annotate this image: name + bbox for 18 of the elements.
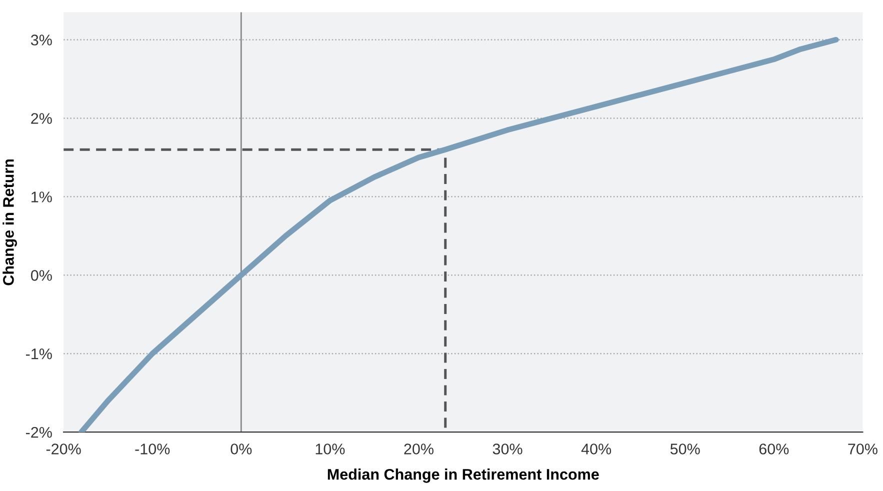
x-tick-label: 10% — [316, 444, 345, 454]
y-tick-label: -1% — [26, 348, 52, 360]
y-tick-label: 2% — [31, 113, 52, 124]
y-tick-label: -2% — [26, 426, 52, 438]
y-axis-title: Change in Return — [2, 159, 17, 286]
x-tick-label: 20% — [404, 444, 434, 454]
x-tick-label: 70% — [848, 444, 878, 454]
x-tick-label: 30% — [492, 444, 522, 454]
x-tick-label: -20% — [46, 444, 81, 454]
x-tick-label: -10% — [135, 444, 170, 454]
y-tick-label: 0% — [30, 270, 52, 281]
x-tick-label: 40% — [581, 444, 612, 454]
x-tick-label: 60% — [759, 444, 789, 454]
x-tick-label: 50% — [670, 444, 700, 454]
y-tick-label: 1% — [32, 192, 52, 202]
y-tick-label: 3% — [30, 34, 52, 46]
x-tick-label: 0% — [230, 444, 252, 454]
x-axis-title: Median Change in Retirement Income — [328, 468, 599, 483]
